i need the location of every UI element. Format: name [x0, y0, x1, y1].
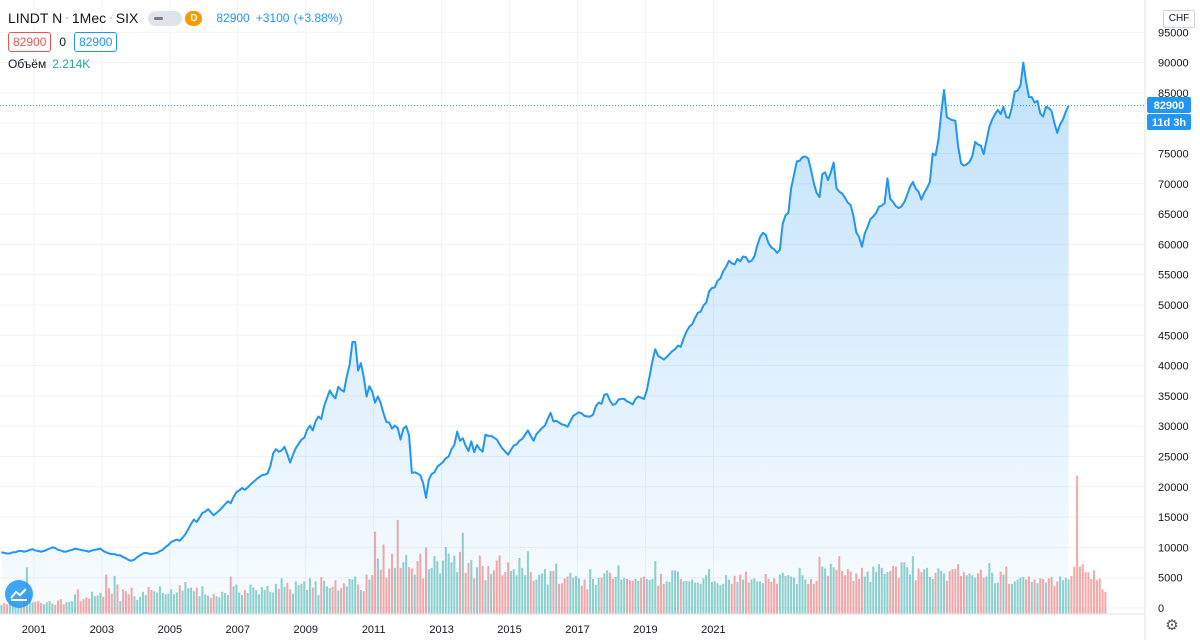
volume-bar	[1078, 566, 1081, 614]
price-line	[1, 61, 1070, 562]
y-tick-label: 20000	[1158, 482, 1189, 494]
volume-bar	[1084, 572, 1087, 614]
y-tick-label: 95000	[1158, 27, 1189, 39]
currency-button[interactable]: CHF	[1163, 10, 1195, 28]
bid-button[interactable]: 82900	[8, 32, 52, 52]
volume-value: 2.214K	[52, 57, 91, 71]
y-tick-label: 40000	[1158, 361, 1189, 373]
x-tick-label: 2013	[429, 624, 453, 636]
x-tick-label: 2017	[565, 624, 589, 636]
separator-dot: ·	[65, 12, 69, 24]
legend-title-row: LINDT N · 1Mec · SIX D 82900 +3100 (+3.8…	[8, 8, 342, 28]
volume-bar	[0, 604, 3, 614]
price-change: +3100	[255, 11, 290, 25]
y-tick-label: 45000	[1158, 330, 1189, 342]
settings-gear-icon[interactable]: ⚙	[1165, 617, 1179, 634]
volume-bar	[1067, 579, 1070, 614]
volume-bar	[1104, 591, 1107, 614]
tradingview-logo-icon[interactable]	[5, 580, 33, 608]
x-tick-label: 2021	[701, 624, 725, 636]
price-change-percent: (+3.88%)	[293, 11, 343, 25]
y-tick-label: 0	[1158, 603, 1164, 615]
x-tick-label: 2005	[158, 624, 182, 636]
y-tick-label: 35000	[1158, 391, 1189, 403]
interval-label[interactable]: 1Mec	[71, 10, 107, 26]
exchange-label: SIX	[115, 10, 139, 26]
x-tick-label: 2011	[362, 624, 386, 636]
x-tick-label: 2001	[22, 624, 46, 636]
volume-bar	[1095, 580, 1098, 614]
minus-icon	[154, 16, 164, 20]
volume-bar	[1101, 589, 1104, 614]
x-tick-label: 2007	[226, 624, 250, 636]
y-tick-label: 70000	[1158, 179, 1189, 191]
y-tick-label: 65000	[1158, 209, 1189, 221]
volume-bar	[1081, 564, 1084, 614]
y-tick-label: 10000	[1158, 542, 1189, 554]
volume-bar	[1098, 578, 1101, 614]
y-tick-label: 85000	[1158, 88, 1189, 100]
y-tick-label: 90000	[1158, 58, 1189, 70]
volume-bar	[1087, 572, 1090, 614]
countdown-label: 11d 3h	[1152, 117, 1187, 129]
last-price-marker: 82900 11d 3h	[1147, 97, 1191, 130]
volume-bar	[1073, 566, 1076, 614]
x-tick-label: 2009	[293, 624, 317, 636]
volume-label: Объём	[8, 57, 47, 71]
x-tick-label: 2019	[633, 624, 657, 636]
price-area	[1, 62, 1069, 615]
spread-value: 0	[59, 35, 67, 49]
volume-bar	[1076, 475, 1079, 614]
x-axis-tick-labels: 2001 2003 2005 2007 2009 2011 2013 2015 2017 2019…	[22, 624, 726, 636]
y-tick-label: 60000	[1158, 239, 1189, 251]
volume-bar	[1070, 575, 1073, 614]
y-tick-label: 75000	[1158, 149, 1189, 161]
chart-legend: LINDT N · 1Mec · SIX D 82900 +3100 (+3.8…	[8, 8, 342, 74]
legend-bid-ask-row: 82900 0 82900	[8, 32, 342, 52]
ask-button[interactable]: 82900	[74, 32, 118, 52]
y-tick-label: 55000	[1158, 270, 1189, 282]
y-tick-label: 50000	[1158, 300, 1189, 312]
separator-dot: ·	[109, 12, 113, 24]
collapse-toggle[interactable]	[148, 10, 183, 26]
legend-volume-row: Объём 2.214K	[8, 54, 342, 74]
y-tick-label: 25000	[1158, 452, 1189, 464]
y-tick-label: 5000	[1158, 573, 1182, 585]
y-tick-label: 15000	[1158, 512, 1189, 524]
x-tick-label: 2003	[90, 624, 114, 636]
delay-badge[interactable]: D	[185, 10, 203, 26]
y-tick-label: 30000	[1158, 421, 1189, 433]
last-price-value: 82900	[216, 11, 250, 25]
last-price-label: 82900	[1154, 100, 1185, 112]
volume-bar	[1090, 578, 1093, 614]
volume-bar	[1093, 570, 1096, 614]
x-tick-label: 2015	[497, 624, 521, 636]
symbol-name[interactable]: LINDT N	[8, 10, 63, 26]
